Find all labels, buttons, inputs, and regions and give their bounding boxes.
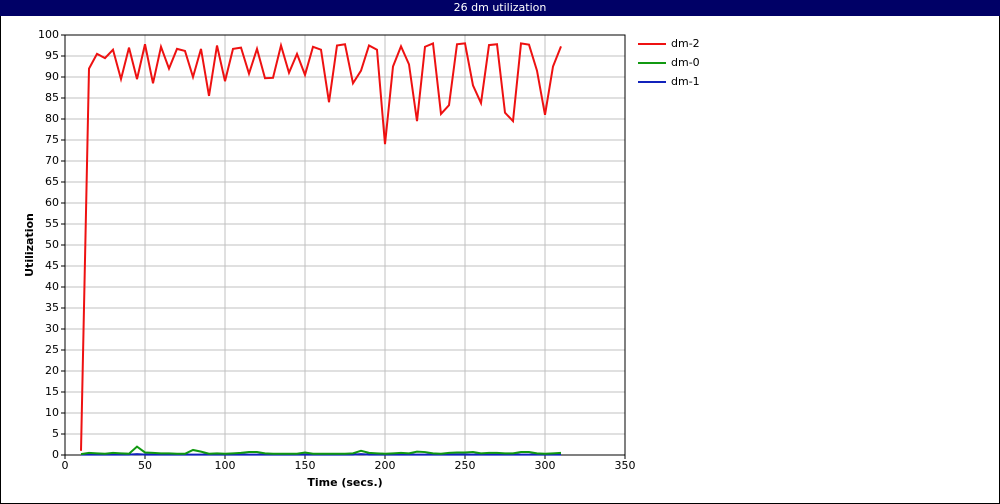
chart-title: 26 dm utilization xyxy=(454,1,547,14)
x-tick-label: 0 xyxy=(62,459,69,472)
x-tick-label: 100 xyxy=(215,459,236,472)
y-tick-label: 25 xyxy=(45,343,59,356)
x-axis-label: Time (secs.) xyxy=(307,476,382,489)
y-tick-label: 70 xyxy=(45,154,59,167)
y-tick-label: 55 xyxy=(45,217,59,230)
y-tick-label: 5 xyxy=(52,427,59,440)
y-tick-label: 45 xyxy=(45,259,59,272)
y-tick-label: 50 xyxy=(45,238,59,251)
y-tick-label: 60 xyxy=(45,196,59,209)
legend-label: dm-1 xyxy=(671,75,700,88)
x-tick-label: 200 xyxy=(375,459,396,472)
y-tick-label: 85 xyxy=(45,91,59,104)
y-tick-label: 95 xyxy=(45,49,59,62)
y-tick-label: 30 xyxy=(45,322,59,335)
legend-label: dm-0 xyxy=(671,56,700,69)
series-line xyxy=(80,445,562,456)
legend-label: dm-2 xyxy=(671,37,700,50)
x-tick-label: 50 xyxy=(138,459,152,472)
y-tick-label: 75 xyxy=(45,133,59,146)
y-tick-label: 90 xyxy=(45,70,59,83)
y-tick-label: 35 xyxy=(45,301,59,314)
x-tick-label: 250 xyxy=(455,459,476,472)
y-tick-label: 40 xyxy=(45,280,59,293)
x-tick-label: 300 xyxy=(535,459,556,472)
y-axis-label: Utilization xyxy=(23,213,36,277)
x-tick-label: 150 xyxy=(295,459,316,472)
y-tick-label: 20 xyxy=(45,364,59,377)
y-tick-label: 15 xyxy=(45,385,59,398)
title-bar xyxy=(0,0,1000,16)
y-tick-label: 10 xyxy=(45,406,59,419)
x-tick-label: 350 xyxy=(615,459,636,472)
y-tick-label: 0 xyxy=(52,448,59,461)
y-tick-label: 80 xyxy=(45,112,59,125)
series-line xyxy=(80,41,562,451)
y-tick-label: 65 xyxy=(45,175,59,188)
y-tick-label: 100 xyxy=(38,28,59,41)
